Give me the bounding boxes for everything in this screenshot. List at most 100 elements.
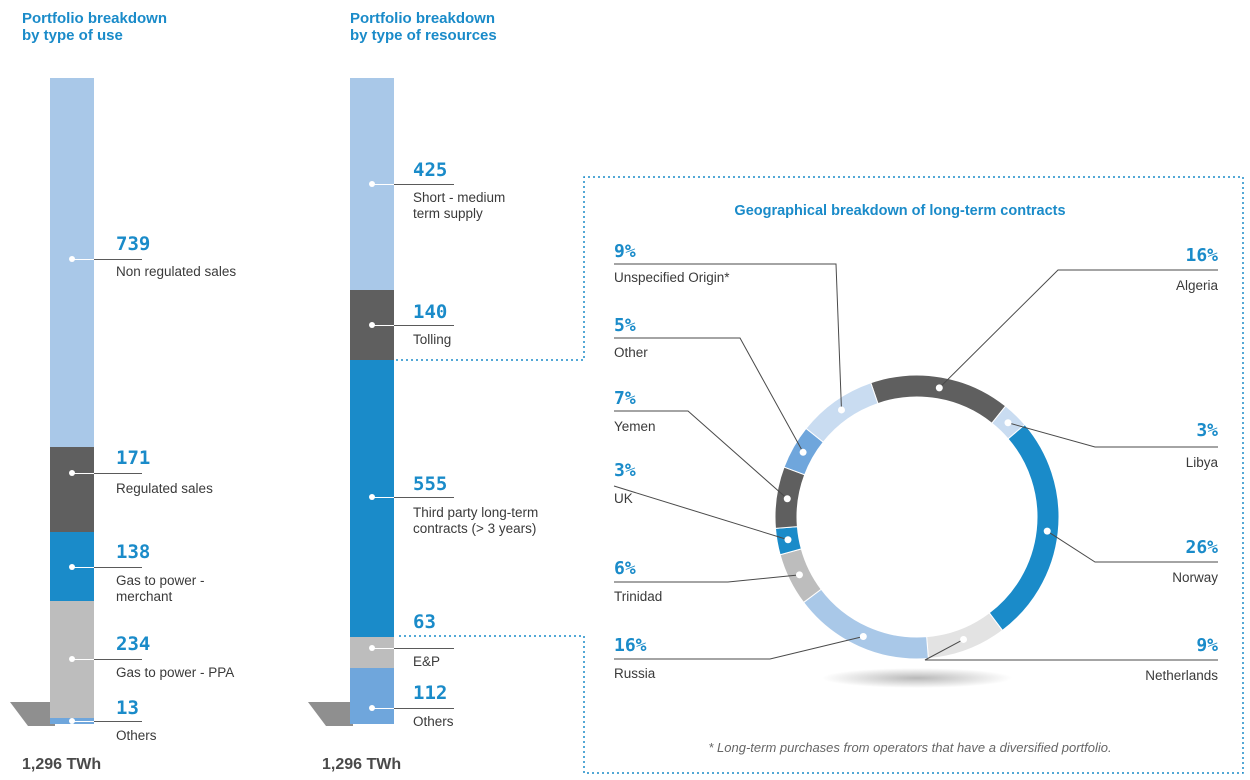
slice-label-uk: UK [614,491,633,506]
slice-value-norway: 26% [1185,537,1218,558]
segment-label: Others [116,728,157,743]
slice-label-unspecified-origin: Unspecified Origin* [614,270,730,285]
segment-value: 425 [413,159,448,181]
segment-label: Non regulated sales [116,264,237,279]
segment-value: 171 [116,447,151,469]
slice-marker-dot [960,635,968,643]
segment-label: E&P [413,654,441,669]
segment-value: 63 [413,611,436,633]
segment-value: 234 [116,633,151,655]
segment-leader-line [374,325,394,326]
segment-marker-dot [369,322,375,328]
segment-label: Gas to power - PPA [116,665,235,680]
stacked-bar-resources [350,78,394,724]
segment-label: Short - medium term supply [413,190,506,221]
segment-marker-dot [369,705,375,711]
segment-label: Third party long-term contracts (> 3 yea… [413,505,539,536]
donut-slice-russia [802,588,929,660]
slice-marker-dot [935,384,943,392]
slice-leader-line [614,337,804,453]
slice-label-trinidad: Trinidad [614,589,663,604]
segment-label: Others [413,714,454,729]
segment-leader-line [394,325,454,326]
chart-title-resources: Portfolio breakdown by type of resources [350,10,497,44]
segment-leader-line [374,497,394,498]
segment-leader-line [394,184,454,185]
segment-leader-line [74,721,94,722]
segment-label: Regulated sales [116,481,213,496]
segment-marker-dot [369,645,375,651]
bar-shadow-resources [308,702,353,726]
bar-segment-non-regulated-sales [50,78,94,447]
segment-leader-line [74,659,94,660]
slice-leader-line [614,636,864,660]
segment-marker-dot [69,470,75,476]
chart-total-resources: 1,296 TWh [322,756,402,773]
segment-leader-line [94,721,142,722]
slice-label-netherlands: Netherlands [1145,668,1218,683]
slice-leader-line [614,263,842,410]
slice-value-uk: 3% [614,460,636,481]
slice-marker-dot [783,495,791,503]
segment-marker-dot [69,656,75,662]
segment-label: Gas to power - merchant [116,573,205,604]
segment-value: 112 [413,682,448,704]
donut-slice-algeria [870,374,1007,424]
slice-value-libya: 3% [1196,420,1218,441]
segment-leader-line [374,648,394,649]
chart-title-use: Portfolio breakdown by type of use [22,10,168,44]
slice-leader-line [613,485,789,541]
slice-value-unspecified-origin: 9% [614,241,636,262]
slice-marker-dot [799,448,807,456]
slice-value-trinidad: 6% [614,558,636,579]
slice-leader-line [1046,530,1218,563]
segment-value: 739 [116,233,151,255]
slice-marker-dot [859,632,867,640]
segment-leader-line [394,708,454,709]
segment-value: 138 [116,541,151,563]
donut-footnote: * Long-term purchases from operators tha… [708,740,1112,755]
slice-value-other: 5% [614,315,636,336]
segment-leader-line [94,567,142,568]
slice-leader-line [614,574,800,583]
segment-leader-line [374,708,394,709]
slice-leader-line [924,639,1218,661]
segment-leader-line [394,497,454,498]
segment-leader-line [94,659,142,660]
slice-value-algeria: 16% [1185,245,1218,266]
donut-slice-netherlands [926,612,1004,660]
segment-leader-line [74,567,94,568]
segment-marker-dot [369,181,375,187]
chart-total-use: 1,296 TWh [22,756,102,773]
segment-value: 140 [413,301,448,323]
bar-segment-e-and-p [350,636,394,669]
slice-leader-line [1007,422,1218,448]
segment-leader-line [94,473,142,474]
slice-marker-dot [1043,527,1051,535]
slice-marker-dot [795,571,803,579]
donut-title: Geographical breakdown of long-term cont… [734,203,1066,219]
slice-label-russia: Russia [614,666,656,681]
slice-value-netherlands: 9% [1196,635,1218,656]
bar-segment-regulated-sales [50,446,94,532]
segment-leader-line [94,259,142,260]
segment-marker-dot [369,494,375,500]
slice-leader-line [614,410,788,500]
segment-marker-dot [69,564,75,570]
segment-leader-line [74,259,94,260]
segment-value: 555 [413,473,448,495]
slice-value-russia: 16% [614,635,647,656]
slice-value-yemen: 7% [614,388,636,409]
segment-marker-dot [69,256,75,262]
segment-leader-line [374,184,394,185]
bar-segment-others [350,668,394,724]
segment-label: Tolling [413,332,452,347]
segment-marker-dot [69,718,75,724]
donut-slice-norway [988,423,1060,632]
slice-marker-dot [837,406,845,414]
segment-leader-line [394,648,454,649]
slice-label-libya: Libya [1185,455,1218,470]
slice-label-other: Other [614,345,648,360]
slice-marker-dot [784,536,792,544]
